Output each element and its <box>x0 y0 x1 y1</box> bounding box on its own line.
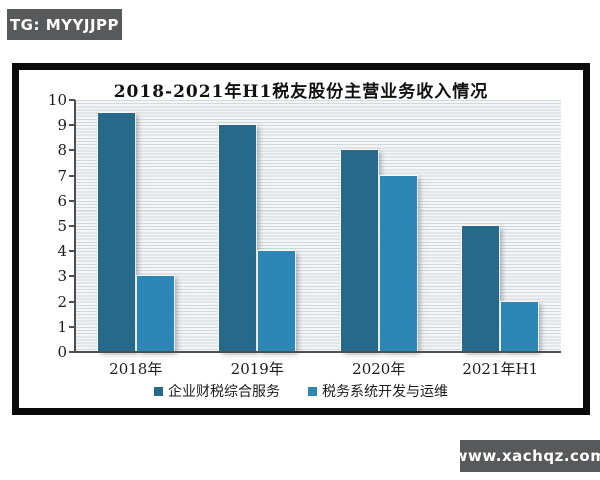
watermark-badge-top-left: TG: MYYJJPP <box>7 9 122 40</box>
y-axis-tick-label: 1 <box>57 317 67 336</box>
bar-series-2 <box>258 251 296 352</box>
x-axis-tick-label: 2020年 <box>352 360 406 378</box>
bar-series-1 <box>219 125 257 352</box>
legend-label: 企业财税综合服务 <box>168 384 280 400</box>
y-axis-tick-label: 2 <box>57 292 67 311</box>
y-axis-tick-mark <box>69 275 75 278</box>
x-axis-labels: 2018年 2019年 2020年 2021年H1 <box>75 358 561 379</box>
y-axis-tick-label: 8 <box>57 141 67 160</box>
legend-label: 税务系统开发与运维 <box>322 384 448 400</box>
bar-group <box>440 100 562 352</box>
y-axis-tick-mark <box>69 351 75 353</box>
legend-swatch-icon <box>308 386 317 396</box>
y-axis-tick-label: 7 <box>57 166 67 185</box>
bar-group <box>197 100 319 352</box>
y-axis-line <box>74 100 76 353</box>
y-axis-tick-mark <box>69 124 75 127</box>
bar-series-2 <box>136 276 174 352</box>
y-axis-tick-mark <box>69 325 75 328</box>
y-axis-tick-mark <box>69 225 75 227</box>
y-axis-tick-label: 5 <box>57 217 67 235</box>
y-axis-tick-label: 3 <box>57 267 67 286</box>
y-axis-tick-label: 0 <box>57 343 67 361</box>
watermark-text: www.xachqz.com <box>453 447 600 465</box>
y-axis-tick-mark <box>69 149 75 152</box>
legend-swatch-icon <box>154 386 163 396</box>
y-axis-tick-mark <box>69 250 75 253</box>
bar-group <box>75 100 197 352</box>
legend: 企业财税综合服务 税务系统开发与运维 <box>19 381 583 401</box>
y-axis-tick-mark <box>69 300 75 303</box>
y-axis-tick-label: 9 <box>57 116 67 135</box>
bar-series-2 <box>501 301 539 352</box>
chart-card: 2018-2021年H1税友股份主营业务收入情况 2018年 2019年 2020年… <box>12 63 590 415</box>
bar-series-2 <box>379 175 417 352</box>
bar-group <box>318 100 440 352</box>
bar-series-1 <box>97 112 135 352</box>
y-axis-tick-mark <box>69 99 75 101</box>
y-axis-tick-mark <box>69 174 75 177</box>
y-axis-tick-label: 6 <box>57 191 67 210</box>
chart-card-inner: 2018-2021年H1税友股份主营业务收入情况 2018年 2019年 2020年… <box>19 70 583 408</box>
legend-item: 企业财税综合服务 <box>154 381 280 401</box>
y-axis-tick-mark <box>69 199 75 202</box>
chart-title: 2018-2021年H1税友股份主营业务收入情况 <box>113 82 489 102</box>
x-axis-line <box>69 351 561 353</box>
bar-series-1 <box>462 226 500 352</box>
bar-series-1 <box>340 150 378 352</box>
x-axis-tick-label: 2019年 <box>230 360 284 378</box>
plot-area <box>75 100 561 352</box>
y-axis-tick-label: 10 <box>47 91 67 109</box>
legend-item: 税务系统开发与运维 <box>308 381 448 401</box>
chart-body: 2018年 2019年 2020年 2021年H1 企业财税综合服务 税务系统开发与运维… <box>19 70 583 408</box>
x-axis-tick-label: 2021年H1 <box>462 360 539 378</box>
watermark-text: TG: MYYJJPP <box>9 15 120 34</box>
watermark-badge-bottom-right: www.xachqz.com <box>454 440 600 472</box>
x-axis-tick-label: 2018年 <box>109 360 163 378</box>
y-axis-tick-label: 4 <box>57 242 67 261</box>
